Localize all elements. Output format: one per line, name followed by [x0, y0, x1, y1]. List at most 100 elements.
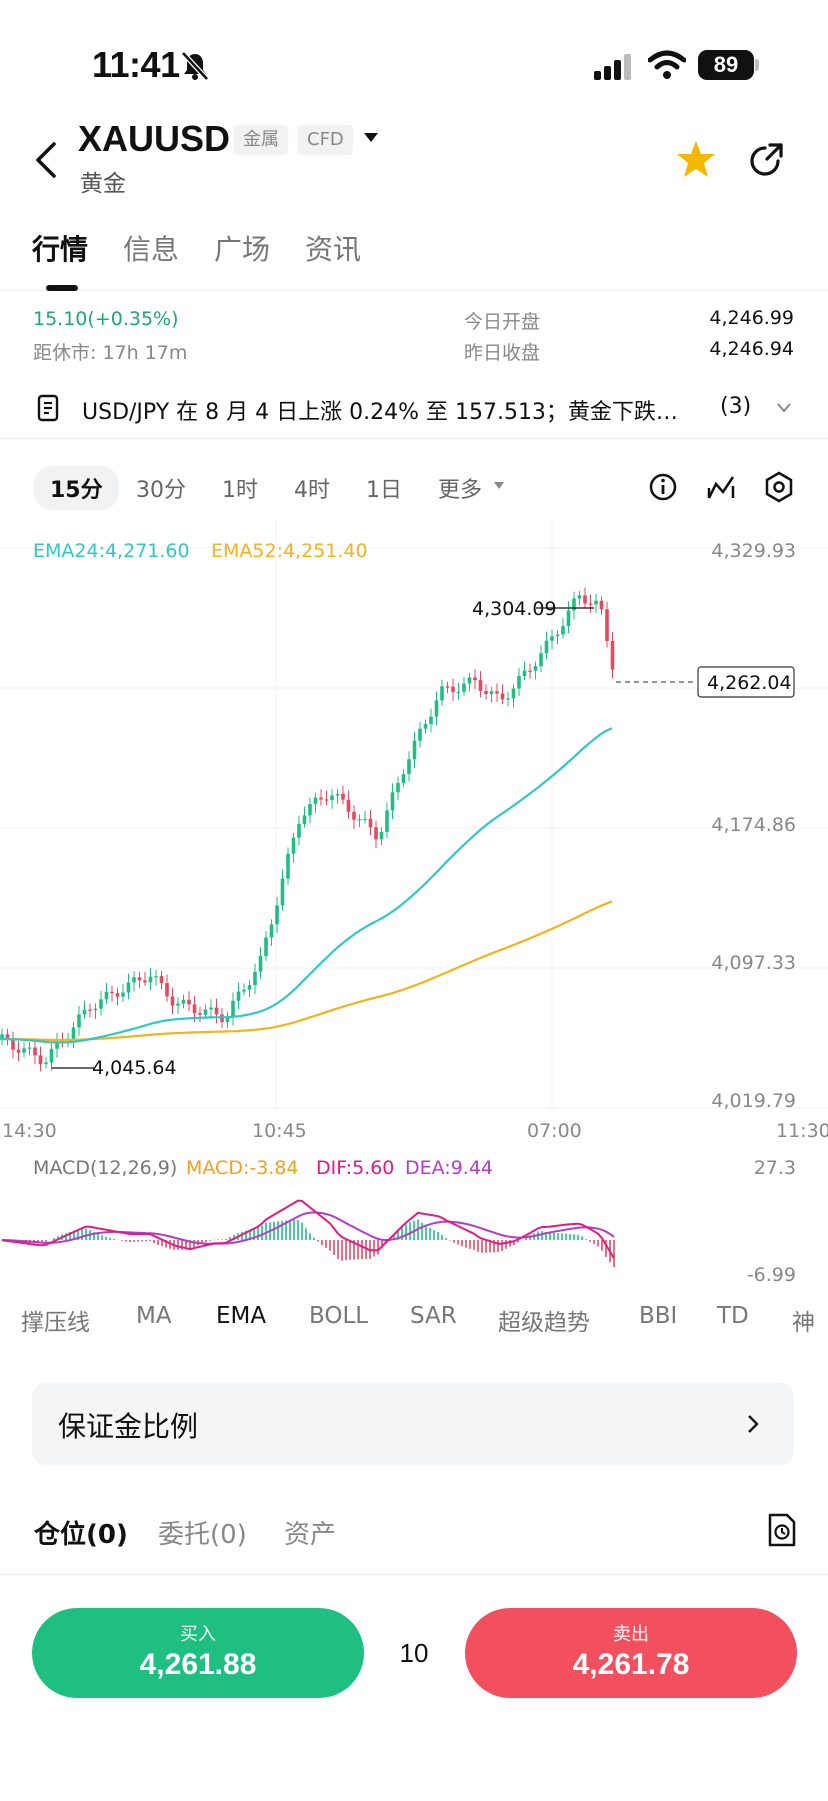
tab-market[interactable]: 行情 [32, 233, 89, 266]
chart-grid [0, 520, 828, 1110]
candle-body-3 [16, 1049, 21, 1053]
candle-body-23 [126, 982, 131, 993]
candle-body-72 [396, 782, 400, 793]
candle-body-55 [302, 815, 307, 824]
candle-body-6 [33, 1047, 37, 1056]
timeframe-more[interactable]: 更多 [438, 478, 483, 503]
candle-body-10 [55, 1041, 59, 1049]
candle-body-44 [242, 989, 246, 992]
candle-body-87 [478, 680, 483, 691]
candle-body-67 [368, 818, 373, 828]
candle-body-63 [346, 799, 351, 812]
category-tag: 金属 [234, 125, 288, 155]
candle-body-21 [115, 993, 120, 997]
candle-body-110 [605, 609, 609, 641]
tab-square[interactable]: 广场 [214, 233, 271, 266]
main-tabs: 行情 信息 广场 资讯 [0, 228, 828, 291]
indicator-settings-icon[interactable] [706, 472, 736, 502]
high-price-label: 4,304.09 [472, 598, 557, 620]
candle-body-97 [533, 666, 538, 671]
margin-ratio-card[interactable]: 保证金比例 [32, 1383, 794, 1465]
indicator-ema[interactable]: EMA [216, 1303, 267, 1329]
open-label: 今日开盘 [464, 311, 541, 333]
indicator-support-resistance[interactable]: 撑压线 [21, 1310, 90, 1336]
history-icon[interactable] [766, 1512, 798, 1548]
indicator-td[interactable]: TD [717, 1303, 749, 1329]
candle-body-22 [121, 992, 125, 997]
indicator-magic[interactable]: 神奇 [792, 1310, 815, 1336]
tab-orders[interactable]: 委托(0) [158, 1520, 247, 1550]
candle-body-9 [49, 1048, 54, 1063]
candle-body-65 [357, 819, 362, 821]
back-arrow-icon[interactable] [34, 140, 58, 180]
ema24-line [0, 727, 613, 1044]
more-caret-icon [494, 482, 504, 489]
prev-close-value: 4,246.94 [709, 338, 794, 360]
indicator-supertrend[interactable]: 超级趋势 [498, 1310, 590, 1336]
candle-body-64 [352, 811, 356, 820]
low-price-label: 4,045.64 [92, 1057, 177, 1079]
chart-settings-icon[interactable] [764, 471, 794, 503]
symbol-dropdown-icon[interactable] [364, 133, 378, 142]
candle-body-18 [99, 999, 103, 1009]
candle-body-36 [198, 1012, 202, 1015]
quantity-value[interactable]: 10 [399, 1638, 429, 1668]
candle-body-4 [22, 1048, 26, 1053]
candle-body-105 [577, 595, 582, 599]
indicator-boll[interactable]: BOLL [309, 1303, 369, 1329]
buy-button[interactable]: 买入 4,261.88 [32, 1608, 364, 1698]
tab-news[interactable]: 资讯 [305, 233, 362, 266]
candle-body-5 [27, 1047, 32, 1049]
candle-body-80 [440, 686, 444, 701]
candle-body-61 [335, 793, 340, 796]
timeframe-30m[interactable]: 30分 [136, 478, 186, 503]
candle-body-38 [209, 1007, 213, 1010]
candle-body-30 [165, 983, 169, 997]
candle-body-73 [401, 774, 406, 783]
candle-body-89 [489, 691, 494, 695]
divider [0, 1574, 828, 1575]
candle-body-28 [154, 976, 158, 978]
candle-body-8 [44, 1062, 48, 1064]
candle-body-81 [445, 686, 450, 688]
candle-body-104 [572, 598, 576, 611]
candle-body-7 [38, 1055, 43, 1064]
favorite-star-icon[interactable] [676, 140, 716, 178]
tab-positions[interactable]: 仓位(0) [34, 1520, 128, 1550]
timeframe-15m[interactable]: 15分 [34, 466, 119, 510]
candle-body-35 [192, 1004, 197, 1013]
news-ticker[interactable]: USD/JPY 在 8 月 4 日上涨 0.24% 至 157.513；黄金下跌… [0, 380, 828, 439]
candle-body-66 [363, 818, 367, 821]
candle-body-75 [412, 740, 417, 760]
last-price-label: 4,262.04 [707, 672, 792, 694]
indicator-bbi[interactable]: BBI [639, 1303, 678, 1329]
indicator-ma[interactable]: MA [136, 1303, 172, 1329]
timeframe-1h[interactable]: 1时 [222, 478, 258, 503]
dea-value-label: DEA:9.44 [405, 1157, 494, 1179]
candle-body-39 [214, 1007, 219, 1015]
candle-body-84 [462, 683, 466, 692]
y-tick-1: 4,329.93 [711, 540, 796, 562]
candle-body-24 [132, 977, 136, 983]
candle-body-86 [473, 677, 477, 681]
news-icon [37, 394, 59, 422]
timeframe-4h[interactable]: 4时 [294, 478, 330, 503]
indicator-sar[interactable]: SAR [410, 1303, 457, 1329]
macd-y-bottom: -6.99 [746, 1264, 796, 1286]
candle-body-54 [297, 823, 301, 838]
candle-body-71 [390, 792, 395, 811]
candle-body-78 [429, 716, 433, 725]
candle-body-14 [77, 1014, 81, 1028]
timeframe-1d[interactable]: 1日 [366, 478, 402, 503]
info-icon[interactable] [648, 472, 678, 502]
candle-body-108 [594, 600, 598, 605]
share-icon[interactable] [748, 142, 784, 178]
tab-info[interactable]: 信息 [123, 233, 180, 266]
x-tick-4: 11:30 [776, 1120, 828, 1142]
price-chart[interactable] [0, 520, 828, 1150]
tab-assets[interactable]: 资产 [284, 1520, 337, 1550]
sell-button[interactable]: 卖出 4,261.78 [465, 1608, 797, 1698]
candle-body-88 [484, 690, 488, 695]
candle-body-83 [456, 691, 461, 693]
candle-body-60 [330, 795, 334, 801]
